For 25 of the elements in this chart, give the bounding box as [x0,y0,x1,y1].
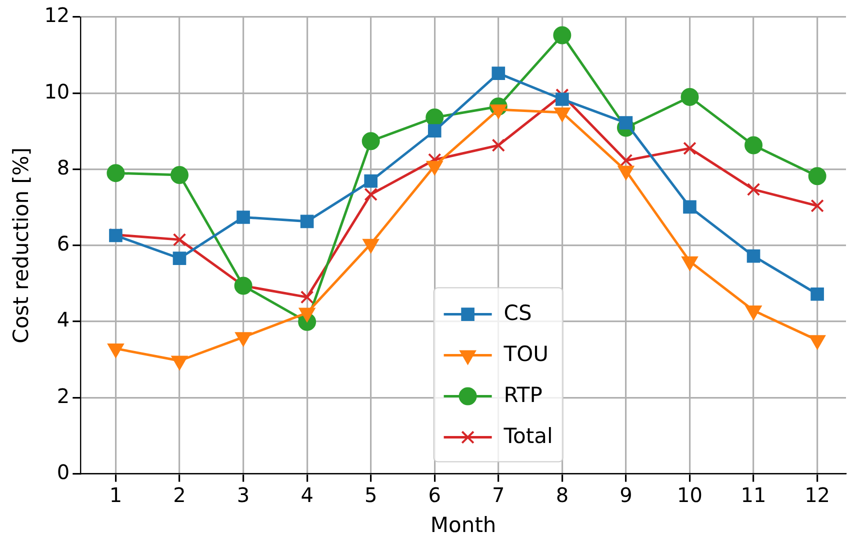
x-tick-label: 10 [677,483,702,508]
x-tick-label: 12 [804,483,830,508]
x-axis-title: Month [430,512,496,537]
legend-label: Total [502,424,553,448]
x-tick-label: 7 [492,483,505,508]
x-tick-label: 9 [620,483,632,508]
legend-label: TOU [502,342,549,366]
x-tick-label: 4 [300,483,314,508]
y-tick-label: 4 [56,308,70,332]
x-tick-label: 1 [109,483,122,508]
y-tick-label: 12 [44,3,70,28]
y-tick-label: 6 [56,232,70,256]
y-tick-label: 2 [56,384,70,408]
x-tick-label: 11 [740,483,766,508]
legend-label: RTP [504,382,542,407]
y-tick-label: 8 [56,155,70,180]
x-tick-label: 5 [364,483,378,508]
x-tick-label: 8 [556,483,569,508]
x-tick-label: 3 [236,483,250,508]
legend-label: CS [504,300,532,325]
y-tick-label: 10 [44,79,70,104]
x-tick-label: 2 [173,483,186,508]
x-tick-label: 6 [428,483,441,508]
y-tick-label: 0 [56,460,70,484]
y-axis-title: Cost reduction [%] [9,147,34,344]
